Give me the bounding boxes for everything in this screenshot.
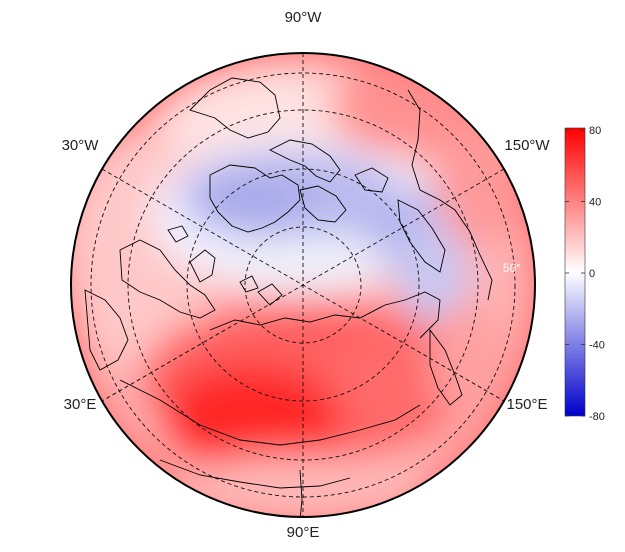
graticule: [90, 53, 516, 517]
coastlines: [84, 77, 493, 517]
lon-label-90e: 90°E: [287, 524, 320, 541]
lat-label-50: 50°: [503, 261, 521, 275]
anomaly-field: [71, 53, 535, 517]
meridian-150w-30e: [101, 168, 505, 402]
map-boundary: [70, 52, 536, 518]
lon-label-150e: 150°E: [506, 396, 547, 413]
colorbar-ramp: [564, 127, 586, 417]
colorbar-tick-label: -80: [589, 411, 605, 423]
colorbar-tick-label: 80: [589, 125, 601, 137]
latitude-circle-80: [244, 226, 362, 344]
lon-label-90w: 90°W: [285, 9, 323, 26]
colorbar-tick-label: 0: [589, 268, 595, 280]
colorbar-tick-label: 40: [589, 197, 601, 209]
colorbar: 80 40 0 -40 -80: [564, 125, 605, 423]
lon-label-150w: 150°W: [504, 137, 550, 154]
lon-label-30w: 30°W: [62, 137, 100, 154]
colorbar-tick-label: -40: [589, 340, 605, 352]
lon-label-30e: 30°E: [64, 396, 97, 413]
